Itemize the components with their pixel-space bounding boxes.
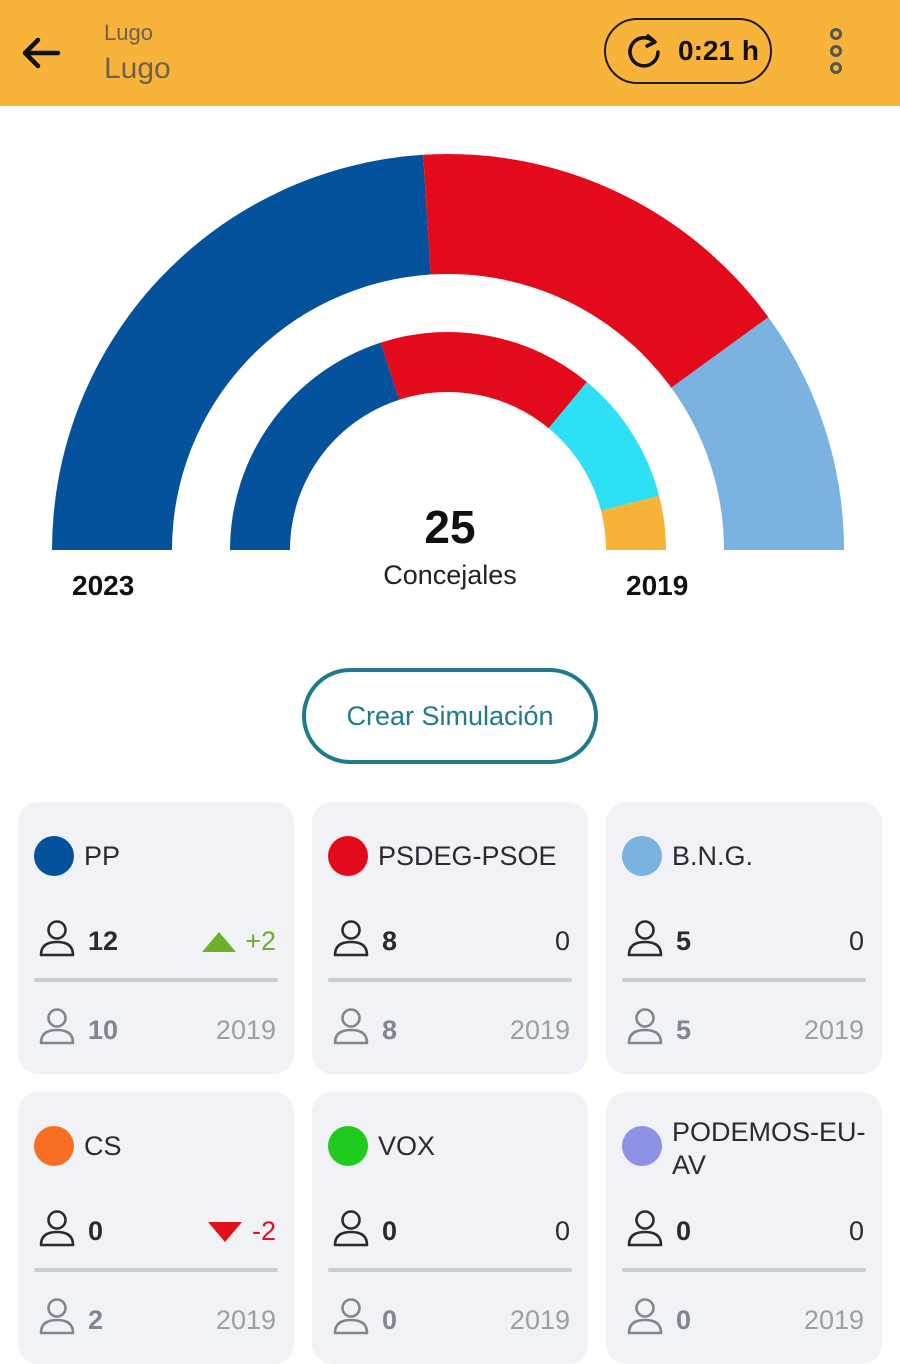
seats-change: 0 [554, 926, 570, 956]
seats-current: 8 [382, 926, 398, 956]
region-label: Lugo [104, 20, 153, 45]
seats-2023-segment-pp [52, 154, 431, 550]
user-icon [39, 1298, 75, 1335]
seats-hemicycle-chart [52, 154, 844, 550]
divider [34, 1268, 278, 1272]
back-arrow-icon[interactable] [18, 30, 64, 76]
seats-change: +2 [245, 926, 276, 956]
party-card-pp[interactable]: PP 12 +2 10 2019 [18, 802, 294, 1074]
previous-year-label: 2019 [509, 1305, 570, 1335]
user-icon [333, 1210, 369, 1247]
seats-2019-segment-b-n-g- [548, 382, 660, 511]
party-name: PP [84, 841, 121, 871]
seats-current: 12 [88, 926, 119, 956]
seats-2019-segment-pp [230, 342, 400, 550]
seats-change: 0 [848, 926, 864, 956]
user-icon [627, 1298, 663, 1335]
user-icon [333, 1298, 369, 1335]
seats-previous: 5 [676, 1015, 692, 1045]
timer-label: 0:21 h [678, 35, 759, 66]
seats-change: 0 [554, 1216, 570, 1246]
divider [34, 978, 278, 982]
user-icon [333, 1008, 369, 1045]
party-card-vox[interactable]: VOX 0 0 0 2019 [312, 1092, 588, 1364]
party-name: PSDEG-PSOE [378, 841, 557, 871]
previous-year-label: 2019 [215, 1305, 276, 1335]
previous-year-label: 2019 [803, 1015, 864, 1045]
seats-current: 0 [382, 1216, 398, 1246]
party-color-dot [328, 836, 368, 876]
seats-2019-segment-psdeg-psoe [380, 332, 587, 429]
divider [328, 978, 572, 982]
party-color-dot [34, 1126, 74, 1166]
party-card-podemos-eu-av[interactable]: PODEMOS-EU- AV 0 0 0 2019 [606, 1092, 882, 1364]
party-color-dot [622, 836, 662, 876]
divider [328, 1268, 572, 1272]
user-icon [39, 920, 75, 957]
refresh-icon [628, 34, 660, 68]
user-icon [333, 920, 369, 957]
party-card-cs[interactable]: CS 0 -2 2 2019 [18, 1092, 294, 1364]
seats-current: 0 [676, 1216, 692, 1246]
user-icon [39, 1008, 75, 1045]
party-name: VOX [378, 1131, 436, 1161]
party-color-dot [328, 1126, 368, 1166]
previous-year-label: 2019 [803, 1305, 864, 1335]
page-title: Lugo [104, 52, 171, 85]
seats-previous: 0 [676, 1305, 692, 1335]
divider [622, 1268, 866, 1272]
party-card-b-n-g-[interactable]: B.N.G. 5 0 5 2019 [606, 802, 882, 1074]
seats-previous: 0 [382, 1305, 398, 1335]
seats-change: -2 [251, 1216, 276, 1246]
total-seats: 25 [424, 501, 476, 553]
previous-year-label: 2019 [509, 1015, 570, 1045]
more-options-icon[interactable] [816, 24, 856, 84]
user-icon [627, 920, 663, 957]
trend-down-icon [208, 1222, 242, 1242]
user-icon [627, 1210, 663, 1247]
seats-2023-segment-b-n-g- [671, 317, 844, 550]
seats-2023-segment-psdeg-psoe [423, 154, 769, 388]
year-2023-label: 2023 [72, 570, 135, 601]
seats-previous: 8 [382, 1015, 398, 1045]
seats-change: 0 [848, 1216, 864, 1246]
seats-previous: 10 [88, 1015, 119, 1045]
party-name: CS [84, 1131, 122, 1161]
user-icon [39, 1210, 75, 1247]
party-color-dot [34, 836, 74, 876]
party-card-psdeg-psoe[interactable]: PSDEG-PSOE 8 0 8 2019 [312, 802, 588, 1074]
divider [622, 978, 866, 982]
seats-current: 0 [88, 1216, 104, 1246]
total-seats-label: Concejales [383, 560, 517, 590]
create-simulation-button[interactable]: Crear Simulación [302, 668, 598, 764]
party-name: B.N.G. [672, 841, 754, 871]
previous-year-label: 2019 [215, 1015, 276, 1045]
seats-current: 5 [676, 926, 692, 956]
party-name: PODEMOS-EU- AV [672, 1117, 866, 1180]
party-color-dot [622, 1126, 662, 1166]
seats-previous: 2 [88, 1305, 104, 1335]
user-icon [627, 1008, 663, 1045]
seats-2019-segment-cs [601, 495, 666, 550]
year-2019-label: 2019 [626, 570, 689, 601]
trend-up-icon [202, 932, 236, 952]
refresh-timer-button[interactable]: 0:21 h [604, 18, 772, 84]
app-bar: Lugo Lugo 0:21 h [0, 0, 900, 106]
